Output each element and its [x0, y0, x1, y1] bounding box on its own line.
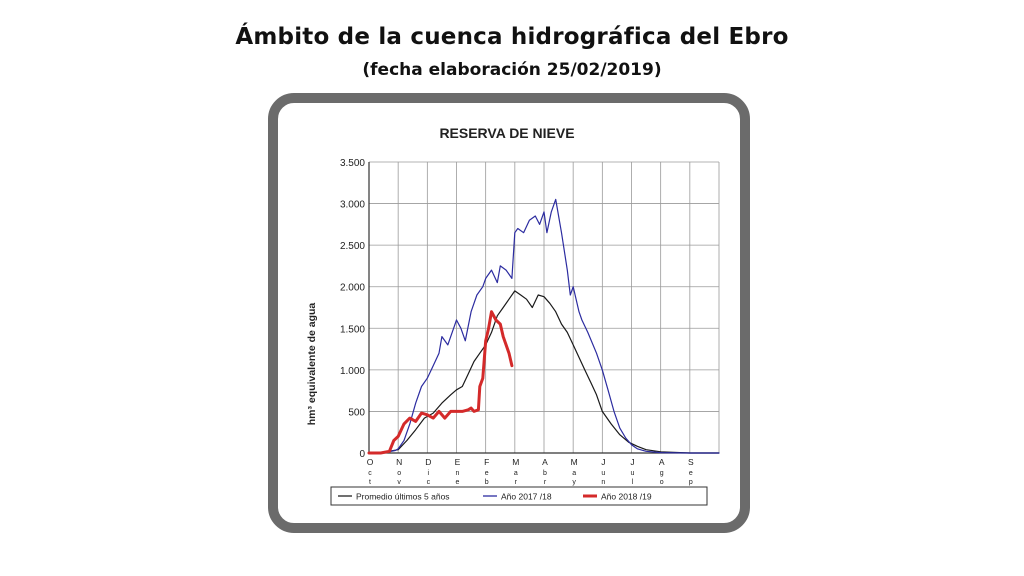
x-tick-label: J: [630, 457, 634, 467]
x-tick-label: M: [571, 457, 578, 467]
x-tick-sublabel: a: [572, 470, 576, 477]
x-tick-sublabel: a: [514, 470, 518, 477]
x-tick-sublabel: e: [689, 470, 693, 477]
x-tick-sublabel: c: [427, 479, 431, 486]
x-tick-sublabel: i: [428, 470, 430, 477]
chart-legend: Promedio últimos 5 años Año 2017 /18 Año 2…: [330, 486, 708, 506]
x-tick-sublabel: e: [456, 479, 460, 486]
y-tick-label: 1.000: [340, 366, 365, 377]
x-tick-label: F: [484, 457, 489, 467]
x-tick-sublabel: r: [515, 479, 518, 486]
x-tick-label: N: [396, 457, 402, 467]
legend-label: Año 2018 /19: [601, 492, 652, 502]
x-tick-sublabel: n: [456, 470, 460, 477]
y-tick-label: 2.500: [340, 241, 365, 252]
page-title: Ámbito de la cuenca hidrográfica del Ebr…: [235, 24, 789, 50]
x-tick-sublabel: c: [368, 470, 372, 477]
x-tick-sublabel: g: [660, 470, 664, 477]
x-tick-sublabel: u: [631, 470, 635, 477]
y-axis-label: hm³ equivalente de agua: [306, 303, 318, 426]
snow-reserve-chart: RESERVA DE NIEVE 0 500 1.000 1.500 2.000 2.50…: [306, 125, 720, 506]
x-tick-label: A: [659, 457, 665, 467]
x-tick-sublabel: n: [601, 479, 605, 486]
y-tick-label: 3.000: [340, 200, 365, 211]
chart-frame: RESERVA DE NIEVE 0 500 1.000 1.500 2.000 2.50…: [268, 93, 750, 533]
chart-title: RESERVA DE NIEVE: [439, 125, 574, 141]
grid-layer: [368, 161, 720, 454]
x-tick-sublabel: u: [601, 470, 605, 477]
x-tick-label: S: [688, 457, 694, 467]
x-tick-label: A: [542, 457, 548, 467]
x-tick-sublabel: p: [689, 479, 693, 486]
series-line: [367, 310, 514, 455]
x-tick-sublabel: r: [544, 479, 547, 486]
legend-label: Promedio últimos 5 años: [356, 492, 450, 502]
x-tick-label: D: [425, 457, 431, 467]
page-subtitle: (fecha elaboración 25/02/2019): [362, 60, 662, 80]
x-tick-sublabel: t: [369, 479, 371, 486]
y-tick-label: 1.500: [340, 324, 365, 335]
y-tick-label: 500: [348, 407, 365, 418]
x-tick-label: J: [601, 457, 605, 467]
x-tick-sublabel: e: [485, 470, 489, 477]
series-line: [368, 198, 720, 454]
x-tick-sublabel: v: [397, 479, 401, 486]
x-tick-sublabel: o: [397, 470, 401, 477]
x-tick-sublabel: y: [572, 479, 576, 486]
x-tick-label: E: [455, 457, 461, 467]
x-tick-sublabel: o: [660, 479, 664, 486]
y-tick-label: 0: [359, 449, 365, 460]
series-layer: [367, 198, 720, 455]
legend-label: Año 2017 /18: [501, 492, 552, 502]
legend-box: [330, 486, 708, 506]
x-tick-label: O: [367, 457, 374, 467]
series-line: [368, 290, 720, 454]
x-tick-label: M: [512, 457, 519, 467]
x-tick-sublabel: b: [485, 479, 489, 486]
x-tick-sublabel: b: [543, 470, 547, 477]
y-tick-label: 3.500: [340, 158, 365, 169]
x-tick-sublabel: l: [632, 479, 634, 486]
y-tick-label: 2.000: [340, 283, 365, 294]
